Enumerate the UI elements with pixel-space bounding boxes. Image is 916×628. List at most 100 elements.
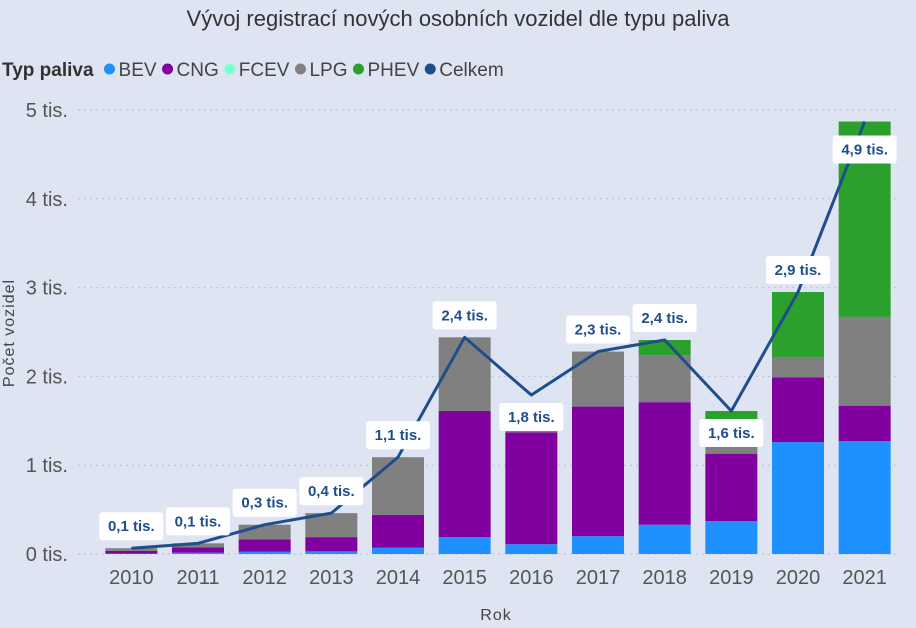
legend-label: PHEV xyxy=(368,60,420,81)
legend-item-celkem: Celkem xyxy=(424,60,504,81)
data-label-box xyxy=(432,301,497,330)
data-label: 0,1 tis. xyxy=(166,507,230,536)
bar-bev-2019 xyxy=(705,521,758,554)
data-label: 0,4 tis. xyxy=(299,477,364,506)
legend-swatch xyxy=(353,63,364,75)
legend-item-cng: CNG xyxy=(162,60,219,81)
legend-swatch xyxy=(104,63,116,75)
bar-lpg-2015 xyxy=(438,337,491,412)
data-label: 4,9 tis. xyxy=(832,135,897,164)
x-tick-label: 2018 xyxy=(642,567,687,589)
legend-swatch xyxy=(294,63,306,75)
x-tick-label: 2012 xyxy=(242,567,287,589)
data-label-box xyxy=(699,419,764,448)
bar-bev-2020 xyxy=(772,442,824,554)
legend-label: Celkem xyxy=(439,60,503,81)
data-label-box xyxy=(299,477,364,506)
bar-phev-2019 xyxy=(705,411,758,420)
legend-title: Typ paliva xyxy=(2,60,94,81)
legend-swatch xyxy=(162,63,174,75)
data-labels: 0,1 tis. 0,1 tis. 0,3 tis. 0,4 tis. 1,1 tis.… xyxy=(99,135,897,541)
legend-item-bev: BEV xyxy=(104,60,157,81)
bar-lpg-2018 xyxy=(638,355,691,403)
x-tick-label: 2021 xyxy=(842,567,887,589)
x-tick-label: 2020 xyxy=(776,567,821,589)
bar-bev-2021 xyxy=(838,441,891,554)
bar-bev-2017 xyxy=(572,536,624,554)
bar-cng-2010 xyxy=(105,550,158,554)
bar-bev-2015 xyxy=(438,537,491,554)
legend-swatch xyxy=(224,63,236,75)
data-label-text: 2,4 tis. xyxy=(641,310,688,327)
bar-lpg-2014 xyxy=(372,457,424,515)
data-label-box xyxy=(99,512,164,541)
legend-item-phev: PHEV xyxy=(353,60,420,81)
x-tick-label: 2016 xyxy=(509,567,554,589)
legend-label: FCEV xyxy=(239,60,290,81)
legend-item-fcev: FCEV xyxy=(224,60,290,81)
bar-cng-2014 xyxy=(372,514,424,548)
x-tick-label: 2015 xyxy=(442,567,487,589)
total-line-path xyxy=(131,120,867,550)
chart-title: Vývoj registrací nových osobních vozidel… xyxy=(187,6,731,31)
y-tick-label: 5 tis. xyxy=(26,100,68,122)
data-label-text: 0,1 tis. xyxy=(175,513,222,530)
bar-lpg-2020 xyxy=(772,357,824,378)
bar-bev-2011 xyxy=(172,552,224,554)
bar-cng-2020 xyxy=(772,377,824,443)
data-label-text: 4,9 tis. xyxy=(841,142,888,159)
x-tick-label: 2011 xyxy=(176,567,219,589)
bar-lpg-2012 xyxy=(238,524,291,540)
bar-cng-2018 xyxy=(638,402,691,525)
data-label-text: 2,4 tis. xyxy=(441,307,488,324)
bar-bev-2013 xyxy=(305,551,358,554)
bar-cng-2016 xyxy=(505,432,558,545)
bar-bev-2018 xyxy=(638,524,691,554)
legend-label: LPG xyxy=(309,60,347,81)
bar-cng-2012 xyxy=(238,539,291,552)
bar-bev-2012 xyxy=(238,551,291,554)
data-label-text: 0,4 tis. xyxy=(308,483,355,500)
x-tick-label: 2014 xyxy=(376,567,421,589)
data-label: 1,1 tis. xyxy=(366,421,430,450)
data-label: 1,8 tis. xyxy=(499,403,564,432)
legend-label: BEV xyxy=(119,60,157,81)
bar-cng-2013 xyxy=(305,537,358,552)
data-label: 2,4 tis. xyxy=(432,301,497,330)
total-line xyxy=(131,120,867,550)
data-label-box xyxy=(766,256,830,285)
data-label-text: 0,3 tis. xyxy=(241,495,288,512)
legend-label: CNG xyxy=(177,60,219,81)
data-label-text: 1,6 tis. xyxy=(708,425,755,442)
data-label-box xyxy=(499,403,564,432)
bar-bev-2016 xyxy=(505,544,558,554)
legend-item-lpg: LPG xyxy=(294,60,348,81)
bar-lpg-2013 xyxy=(305,513,358,538)
y-axis-ticks: 0 tis. 1 tis. 2 tis. 3 tis. 4 tis. 5 tis. xyxy=(26,100,68,566)
bar-lpg-2011 xyxy=(172,543,224,548)
data-label-box xyxy=(166,507,230,536)
y-tick-label: 4 tis. xyxy=(26,189,68,211)
data-label-box xyxy=(566,315,630,344)
y-tick-label: 2 tis. xyxy=(26,366,68,388)
data-label-text: 1,1 tis. xyxy=(375,427,422,444)
bar-lpg-2021 xyxy=(838,316,891,406)
data-label: 1,6 tis. xyxy=(699,419,764,448)
data-label-text: 2,9 tis. xyxy=(775,262,822,279)
data-label: 2,4 tis. xyxy=(632,303,697,332)
bar-cng-2015 xyxy=(438,411,491,538)
data-label-box xyxy=(366,421,430,450)
y-tick-label: 0 tis. xyxy=(26,544,68,566)
bar-phev-2018 xyxy=(638,339,691,356)
bar-lpg-2010 xyxy=(105,548,158,551)
x-tick-label: 2010 xyxy=(109,567,154,589)
legend-swatch xyxy=(424,63,436,75)
x-tick-label: 2013 xyxy=(309,567,354,589)
bar-bev-2014 xyxy=(372,547,424,554)
data-label-box xyxy=(232,488,297,517)
legend: Typ paliva BEV CNG FCEV LPG PHEV Celkem xyxy=(2,60,504,81)
bar-cng-2011 xyxy=(172,547,224,553)
y-tick-label: 1 tis. xyxy=(26,455,68,477)
data-label: 2,3 tis. xyxy=(566,315,630,344)
